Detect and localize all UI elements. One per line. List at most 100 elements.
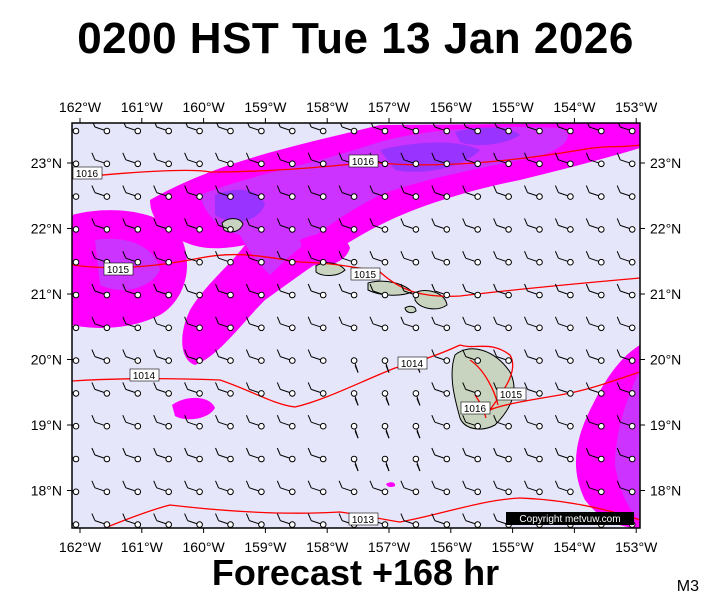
maui-island bbox=[414, 290, 448, 310]
wind-barb bbox=[524, 349, 543, 364]
wind-barb bbox=[369, 218, 389, 233]
wind-barb bbox=[338, 316, 358, 332]
wind-barb bbox=[245, 283, 265, 299]
wind-barb bbox=[585, 316, 605, 332]
wind-barb bbox=[493, 316, 512, 332]
wind-barb bbox=[554, 185, 574, 200]
wind-barb bbox=[616, 152, 636, 168]
wind-barb bbox=[245, 382, 265, 397]
wind-barb bbox=[153, 382, 172, 397]
wind-barb bbox=[585, 382, 605, 397]
wind-barb bbox=[616, 316, 636, 332]
wind-barb bbox=[554, 447, 574, 463]
wind-barb bbox=[91, 316, 111, 332]
longitude-label: 157°W bbox=[368, 99, 411, 115]
wind-barb bbox=[307, 480, 327, 496]
wind-barb bbox=[245, 152, 265, 168]
wind-barb bbox=[153, 447, 172, 463]
wind-barb bbox=[338, 218, 358, 233]
wind-barb bbox=[556, 123, 574, 135]
wind-barb bbox=[215, 152, 234, 168]
wind-barb bbox=[307, 316, 327, 332]
wind-barb bbox=[432, 123, 451, 135]
latitude-label: 22°N bbox=[650, 221, 681, 237]
wind-barb bbox=[493, 251, 512, 266]
wind-barb bbox=[616, 251, 636, 266]
wind-barb bbox=[400, 251, 420, 266]
wind-barb bbox=[493, 283, 512, 299]
wind-barb bbox=[524, 218, 543, 233]
wind-barb bbox=[585, 283, 605, 299]
wind-barb bbox=[91, 382, 111, 397]
wind-barb bbox=[554, 382, 574, 397]
wind-barb bbox=[585, 415, 605, 430]
longitude-label: 160°W bbox=[183, 539, 226, 555]
longitude-label: 153°W bbox=[615, 99, 658, 115]
lanai-island bbox=[404, 305, 417, 314]
wind-barb bbox=[72, 422, 80, 430]
isobar-label: 1014 bbox=[133, 371, 156, 382]
wind-barb bbox=[617, 123, 636, 135]
longitude-label: 158°W bbox=[306, 99, 349, 115]
wind-barb bbox=[307, 447, 327, 463]
wind-barb bbox=[493, 415, 512, 430]
latitude-label: 23°N bbox=[650, 155, 681, 171]
latitude-label: 19°N bbox=[650, 417, 681, 433]
wind-barb bbox=[350, 357, 359, 373]
wind-barb bbox=[616, 447, 636, 463]
longitude-label: 158°W bbox=[306, 539, 349, 555]
wind-barb bbox=[431, 152, 451, 168]
model-code: M3 bbox=[676, 578, 699, 595]
wind-barb bbox=[585, 251, 605, 266]
wind-barb bbox=[462, 349, 482, 364]
wind-barb bbox=[184, 316, 203, 332]
wind-barb bbox=[369, 480, 389, 496]
wind-barb bbox=[276, 349, 296, 364]
wind-barb bbox=[524, 251, 543, 266]
wind-barb bbox=[554, 283, 574, 299]
wind-barb bbox=[72, 357, 80, 364]
wind-barb bbox=[276, 218, 296, 233]
wind-barb bbox=[122, 415, 142, 430]
isobar-label: 1015 bbox=[107, 265, 130, 276]
wind-barb bbox=[494, 123, 512, 135]
isobar-label: 1016 bbox=[464, 404, 487, 415]
wind-barb bbox=[462, 513, 482, 528]
wind-barb bbox=[338, 480, 358, 496]
wind-barb bbox=[122, 382, 142, 397]
latitude-label: 23°N bbox=[31, 155, 62, 171]
wind-barb bbox=[400, 283, 420, 299]
wind-barb bbox=[370, 123, 389, 135]
wind-barb bbox=[215, 480, 234, 496]
wind-barb bbox=[72, 291, 80, 299]
wind-barb bbox=[493, 447, 512, 463]
wind-barb bbox=[585, 447, 605, 463]
wind-barb bbox=[91, 415, 111, 430]
wind-barb bbox=[72, 455, 80, 463]
wind-barb bbox=[276, 185, 296, 200]
longitude-label: 159°W bbox=[244, 539, 287, 555]
longitude-label: 162°W bbox=[59, 539, 102, 555]
wind-barb bbox=[431, 185, 451, 200]
wind-barb bbox=[153, 283, 172, 299]
wind-barb bbox=[72, 488, 80, 496]
wind-barb bbox=[524, 152, 543, 168]
wind-barb bbox=[184, 513, 203, 528]
wind-barb bbox=[91, 349, 111, 364]
wind-barb bbox=[184, 283, 203, 299]
wind-barb bbox=[431, 415, 451, 430]
wind-barb bbox=[245, 415, 265, 430]
wind-barb bbox=[215, 447, 234, 463]
wind-barb bbox=[184, 382, 203, 397]
wind-barb bbox=[215, 218, 234, 233]
wind-barb bbox=[72, 193, 80, 200]
wind-barb bbox=[278, 123, 296, 135]
wind-barb bbox=[524, 480, 543, 496]
wind-barb bbox=[276, 415, 296, 430]
latitude-label: 20°N bbox=[650, 352, 681, 368]
isobar-label: 1013 bbox=[352, 515, 375, 526]
wind-barb bbox=[72, 324, 80, 332]
wind-barb bbox=[554, 349, 574, 364]
wind-barb bbox=[616, 382, 636, 397]
wind-barb bbox=[72, 127, 80, 135]
